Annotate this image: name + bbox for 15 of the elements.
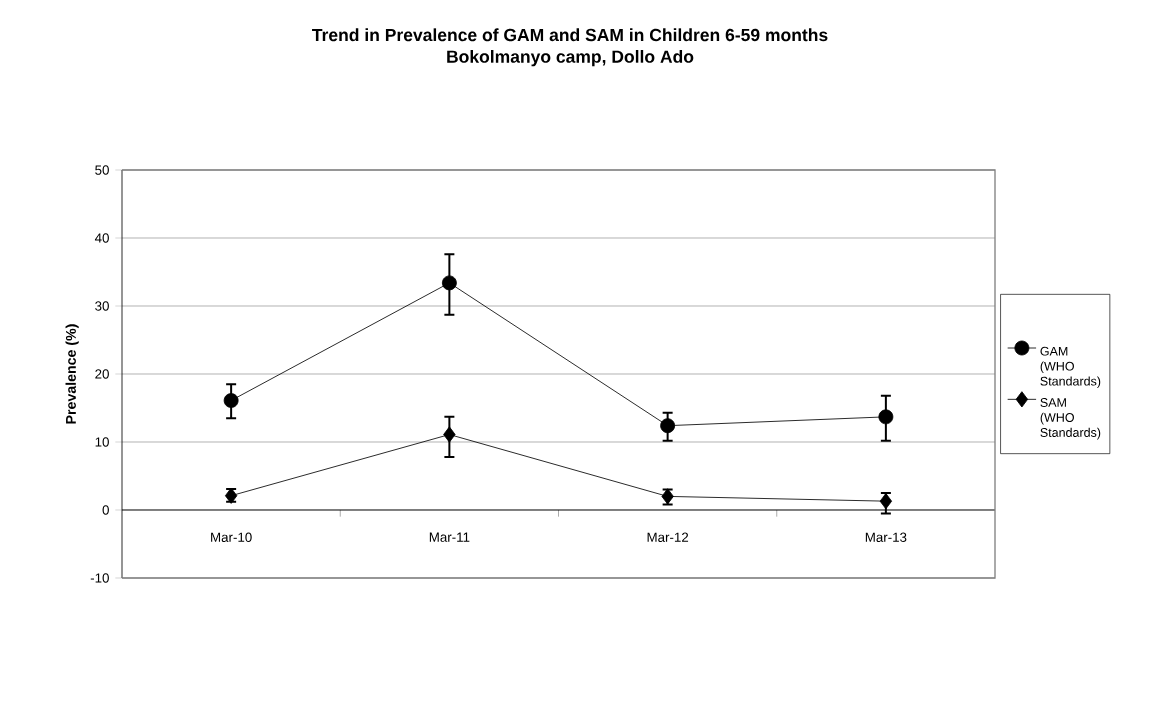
legend-label: SAM (WHO Standards) xyxy=(1040,398,1101,440)
y-axis-title: Prevalence (%) xyxy=(65,324,79,424)
y-tick-label: -10 xyxy=(90,573,109,583)
y-tick-label: 30 xyxy=(95,301,109,311)
y-tick-label: 50 xyxy=(95,165,109,175)
y-tick-label: 0 xyxy=(102,505,109,515)
legend-label: GAM (WHO Standards) xyxy=(1040,346,1101,389)
x-tick-label: Mar-11 xyxy=(429,532,470,542)
y-tick-label: 40 xyxy=(94,233,109,243)
x-tick-label: Mar-12 xyxy=(647,532,689,542)
x-tick-label: Mar-13 xyxy=(865,532,907,542)
x-tick-label: Mar-10 xyxy=(211,532,252,542)
chart-title: Trend in Prevalence of GAM and SAM in Children 6-59 months Bokolmanyo camp, Dollo Ado xyxy=(312,28,828,67)
y-tick-label: 10 xyxy=(95,437,109,447)
y-tick-label: 20 xyxy=(95,369,109,379)
